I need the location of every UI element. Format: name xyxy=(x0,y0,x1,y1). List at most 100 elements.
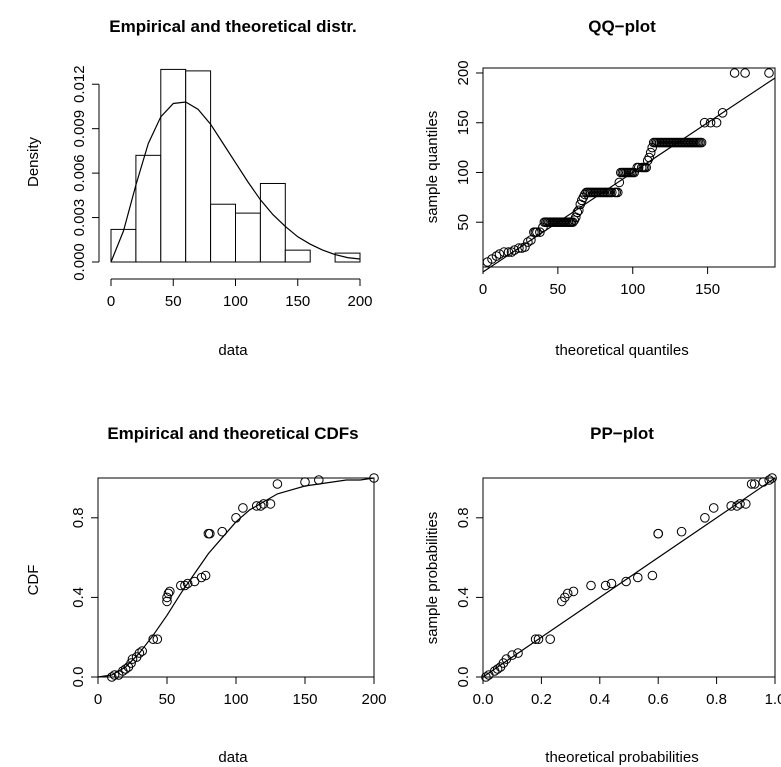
data-point xyxy=(163,588,174,599)
data-point xyxy=(265,499,276,509)
data-point xyxy=(732,501,742,511)
data-point xyxy=(764,68,774,78)
data-point xyxy=(506,247,517,257)
data-point xyxy=(647,142,658,153)
data-point xyxy=(729,68,740,78)
data-point xyxy=(109,670,120,680)
plot-frame xyxy=(97,477,375,678)
axes-0: 0 50 100 150 200 0.000 0.006 0.012 0.003 0.009 xyxy=(71,65,373,310)
y-tick-label: 200 xyxy=(455,60,472,85)
y-tick-label: 0.0 xyxy=(70,667,87,688)
data-point xyxy=(633,162,644,173)
x-tick-label: 0 xyxy=(107,293,115,310)
x-tick-label: 150 xyxy=(695,281,720,298)
y-tick-label: 0.006 xyxy=(71,154,88,192)
data-point xyxy=(148,634,158,645)
data-point xyxy=(580,189,590,200)
data-point xyxy=(586,580,596,591)
panel-cdf: Empirical and theoretical CDFs data CDF xyxy=(25,424,359,766)
data-point xyxy=(532,227,542,237)
y-tick-label: 0.4 xyxy=(455,587,472,608)
y-tick-label: 0.009 xyxy=(71,110,88,148)
x-axis-label: data xyxy=(218,749,248,766)
data-point xyxy=(107,672,117,682)
data-point xyxy=(621,576,631,587)
x-tick-label: 200 xyxy=(347,293,372,310)
data-point xyxy=(699,117,710,128)
y-tick-label: 0.8 xyxy=(70,507,87,528)
data-point xyxy=(767,473,777,483)
x-tick-label: 0.4 xyxy=(589,691,610,708)
histogram-bar xyxy=(185,70,212,263)
y-axis-label: sample probabilities xyxy=(424,512,441,645)
data-point xyxy=(205,528,215,539)
data-point xyxy=(647,570,658,581)
data-point xyxy=(653,528,664,539)
data-point xyxy=(481,672,491,682)
data-point xyxy=(574,205,584,216)
data-point xyxy=(746,479,757,489)
data-point xyxy=(726,501,737,511)
data-point xyxy=(758,477,769,487)
panel-pp: PP−plot theoretical probabilities sample… xyxy=(424,424,699,766)
data-point xyxy=(231,513,241,523)
data-point xyxy=(530,634,541,645)
data-point xyxy=(272,479,283,489)
data-point xyxy=(217,526,227,537)
histogram-bar xyxy=(235,212,261,263)
x-tick-label: 100 xyxy=(223,691,248,708)
data-point xyxy=(545,634,556,645)
y-tick-label: 0.003 xyxy=(71,199,88,237)
x-tick-label: 100 xyxy=(620,281,645,298)
data-point xyxy=(633,572,643,583)
y-tick-label: 50 xyxy=(455,214,472,231)
data-point xyxy=(314,475,324,485)
x-axis-label: theoretical quantiles xyxy=(555,342,688,359)
x-tick-label: 50 xyxy=(550,281,567,298)
data-point xyxy=(568,586,579,597)
axes-1: 0 50 100 150 50 100 150 200 xyxy=(455,60,776,298)
data-point xyxy=(705,117,716,128)
panel-qq: QQ−plot theoretical quantiles sample qua… xyxy=(424,17,689,359)
x-tick-label: 200 xyxy=(361,691,386,708)
x-tick-label: 0 xyxy=(479,281,487,298)
data-point xyxy=(134,648,145,658)
histogram-bar xyxy=(160,68,187,263)
data-point xyxy=(176,580,186,591)
data-point xyxy=(607,187,617,198)
data-point xyxy=(614,177,625,188)
x-tick-label: 0.6 xyxy=(648,691,669,708)
data-point xyxy=(137,646,147,656)
data-point xyxy=(258,499,269,509)
data-point xyxy=(749,479,760,489)
data-point xyxy=(575,199,586,210)
data-point xyxy=(180,580,190,591)
x-tick-label: 0.0 xyxy=(473,691,494,708)
data-point xyxy=(644,152,655,163)
data-point xyxy=(251,501,262,511)
y-axis-label: CDF xyxy=(25,565,42,596)
data-point xyxy=(613,187,623,198)
data-point xyxy=(182,578,193,589)
histogram-bar xyxy=(110,228,137,263)
data-point xyxy=(711,117,722,128)
x-tick-label: 150 xyxy=(292,691,317,708)
data-point xyxy=(533,634,544,645)
data-point xyxy=(120,664,131,674)
y-tick-label: 0.000 xyxy=(71,243,88,281)
data-point xyxy=(568,217,578,227)
x-tick-label: 0 xyxy=(94,691,102,708)
x-tick-label: 100 xyxy=(223,293,248,310)
data-point xyxy=(741,499,751,509)
data-point xyxy=(503,247,514,257)
data-point xyxy=(238,503,248,513)
data-point xyxy=(507,650,518,660)
chart-title: Empirical and theoretical distr. xyxy=(109,17,357,36)
data-point xyxy=(535,227,545,237)
data-point xyxy=(491,251,502,261)
plot-frame xyxy=(482,67,776,268)
panel-histogram: Empirical and theoretical distr. data De… xyxy=(25,17,357,359)
data-point xyxy=(152,634,163,645)
reference-line xyxy=(482,477,776,678)
x-axis-label: theoretical probabilities xyxy=(545,749,698,766)
